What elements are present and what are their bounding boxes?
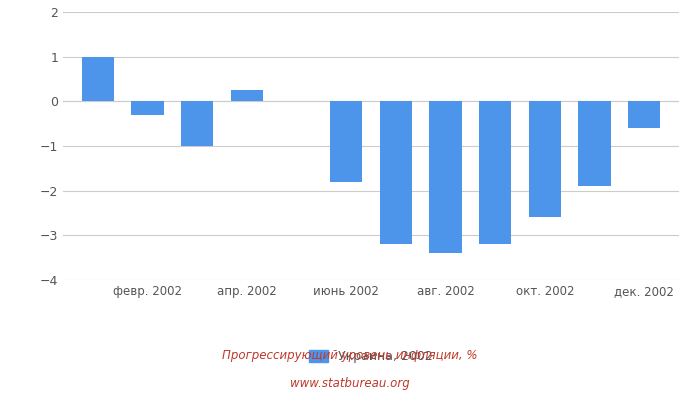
Bar xyxy=(578,101,610,186)
Text: www.statbureau.org: www.statbureau.org xyxy=(290,378,410,390)
Legend: Украина, 2002: Украина, 2002 xyxy=(304,345,438,368)
Bar xyxy=(330,101,363,182)
Bar xyxy=(429,101,462,253)
Text: Прогрессирующий уровень инфляции, %: Прогрессирующий уровень инфляции, % xyxy=(223,350,477,362)
Bar xyxy=(82,57,114,101)
Bar xyxy=(528,101,561,218)
Bar xyxy=(379,101,412,244)
Bar xyxy=(181,101,214,146)
Bar xyxy=(132,101,164,115)
Bar xyxy=(479,101,511,244)
Bar xyxy=(628,101,660,128)
Bar xyxy=(231,90,263,101)
